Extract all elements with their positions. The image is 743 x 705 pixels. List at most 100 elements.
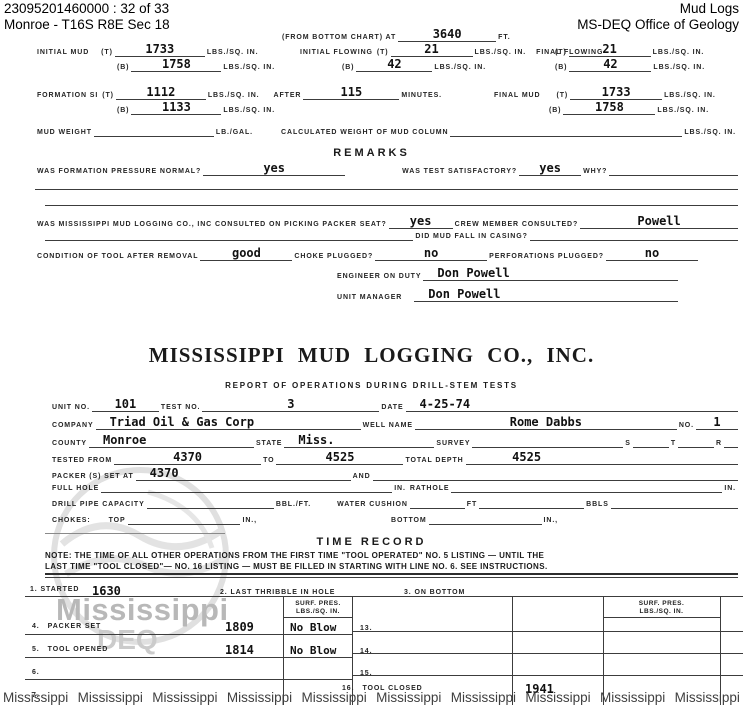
- row-surf-pres-value: No Blow: [290, 644, 337, 657]
- in-label: IN.: [724, 485, 736, 492]
- lbs-label: LBS./SQ. IN.: [223, 64, 276, 71]
- formation-si-b-value: 1133: [131, 101, 222, 115]
- final-mud-b-value: 1758: [563, 101, 656, 115]
- started-label: 1. STARTED: [30, 586, 80, 593]
- unit-manager-label: UNIT MANAGER: [337, 294, 403, 301]
- b-label: (B): [117, 64, 130, 71]
- watermark-mississippi-text: Mississippi: [525, 690, 591, 705]
- t-label: (T): [556, 92, 569, 99]
- time-record-note-line2: LAST TIME "TOOL CLOSED"— NO. 16 LISTING …: [45, 562, 548, 571]
- survey-t-label: T: [670, 440, 677, 447]
- mud-weight-label: MUD WEIGHT: [37, 129, 92, 136]
- started-value: 1630: [92, 584, 121, 598]
- survey-s-label: S: [625, 440, 631, 447]
- b-label: (B): [555, 64, 568, 71]
- document-id: 23095201460000 : 32 of 33: [4, 1, 170, 16]
- mud-fall-label: DID MUD FALL IN CASING?: [415, 233, 528, 240]
- table-line: [352, 597, 353, 705]
- blank-line: [45, 238, 414, 241]
- row-time-value: 1809: [225, 620, 254, 634]
- t-label: (T): [101, 49, 113, 56]
- table-line: [352, 631, 743, 632]
- table-line: [283, 617, 352, 618]
- watermark-mississippi-text: Mississippi: [450, 690, 517, 705]
- packer-set-value: 4370: [135, 467, 351, 481]
- date-label: DATE: [381, 404, 404, 411]
- full-hole-label: FULL HOLE: [52, 485, 100, 492]
- why-label: WHY?: [583, 168, 608, 175]
- row-label: TOOL OPENED: [47, 646, 109, 653]
- crew-member-value: Powell: [580, 215, 738, 229]
- initial-flowing-t-value: 21: [390, 43, 473, 57]
- initial-mud-b-value: 1758: [131, 58, 222, 72]
- blank-line: [93, 134, 214, 137]
- condition-label: CONDITION OF TOOL AFTER REMOVAL: [37, 253, 199, 260]
- final-mud-t-value: 1733: [570, 86, 663, 100]
- blank-line: [479, 506, 585, 509]
- blank-line: [101, 490, 393, 493]
- table-line: [720, 597, 721, 705]
- ft-label: FT: [466, 501, 478, 508]
- county-label: COUNTY: [52, 440, 87, 447]
- state-value: Miss.: [284, 434, 435, 448]
- row-number: 16.: [342, 685, 355, 692]
- and-label: AND: [352, 473, 371, 480]
- t-label: (T): [376, 49, 389, 56]
- table-line: [603, 597, 604, 705]
- blank-line: [632, 445, 669, 448]
- total-depth-value: 4525: [465, 451, 588, 465]
- row-number: 5.: [32, 646, 40, 653]
- row-number: 7.: [32, 692, 40, 699]
- well-name-value: Rome Dabbs: [414, 416, 677, 430]
- tested-to-value: 4525: [276, 451, 404, 465]
- blank-line: [35, 189, 738, 190]
- lbs-label: LBS./SQ. IN.: [207, 92, 260, 99]
- initial-flowing-label: INITIAL FLOWING: [300, 49, 373, 56]
- final-flowing-b-value: 42: [569, 58, 652, 72]
- on-bottom-label: 3. ON BOTTOM: [404, 589, 466, 596]
- blank-line: [587, 462, 738, 465]
- rathole-label: RATHOLE: [409, 485, 450, 492]
- test-satisfactory-value: yes: [519, 162, 582, 176]
- test-no-label: TEST NO.: [160, 404, 201, 411]
- survey-label: SURVEY: [436, 440, 471, 447]
- table-row: 5. TOOL OPENED: [30, 645, 110, 654]
- table-line: [603, 617, 720, 618]
- row-number: 13.: [360, 625, 373, 632]
- county-value: Monroe: [88, 434, 254, 448]
- document-category: Mud Logs: [679, 1, 739, 16]
- initial-mud-label: INITIAL MUD: [37, 49, 90, 56]
- office-name: MS-DEQ Office of Geology: [577, 17, 739, 32]
- choke-plugged-label: CHOKE PLUGGED?: [294, 253, 374, 260]
- blank-line: [409, 506, 465, 509]
- blank-line: [146, 506, 274, 509]
- b-label: (B): [117, 107, 130, 114]
- perforations-label: PERFORATIONS PLUGGED?: [489, 253, 604, 260]
- b-label: (B): [549, 107, 562, 114]
- blank-line: [451, 490, 723, 493]
- t-label: (T): [102, 92, 114, 99]
- lbs-label: LBS./SQ. IN.: [652, 49, 705, 56]
- watermark-mississippi-text: Mississippi: [3, 690, 69, 705]
- drill-pipe-capacity-label: DRILL PIPE CAPACITY: [52, 501, 145, 508]
- blank-line: [372, 478, 738, 481]
- row-surf-pres-value: No Blow: [290, 621, 337, 634]
- table-row: 14.: [358, 647, 374, 656]
- crew-member-label: CREW MEMBER CONSULTED?: [454, 221, 579, 228]
- packer-set-label: PACKER (S) SET AT: [52, 473, 134, 480]
- lbs-label: LBS./SQ. IN.: [223, 107, 276, 114]
- watermark-mississippi-text: Mississippi: [77, 690, 143, 705]
- well-no-value: 1: [696, 416, 738, 430]
- ft-label: FT.: [498, 34, 511, 41]
- table-line: [25, 634, 352, 635]
- company-value: Triad Oil & Gas Corp: [95, 416, 361, 430]
- table-line: [25, 679, 352, 680]
- water-cushion-label: WATER CUSHION: [337, 501, 408, 508]
- engineer-on-duty-value: Don Powell: [423, 267, 678, 281]
- formation-si-t-value: 1112: [115, 86, 206, 100]
- condition-value: good: [200, 247, 293, 261]
- report-subtitle: REPORT OF OPERATIONS DURING DRILL-STEM T…: [225, 381, 518, 390]
- bbl-ft-label: BBL./FT.: [275, 501, 312, 508]
- no-label: NO.: [678, 422, 694, 429]
- blank-line: [678, 445, 715, 448]
